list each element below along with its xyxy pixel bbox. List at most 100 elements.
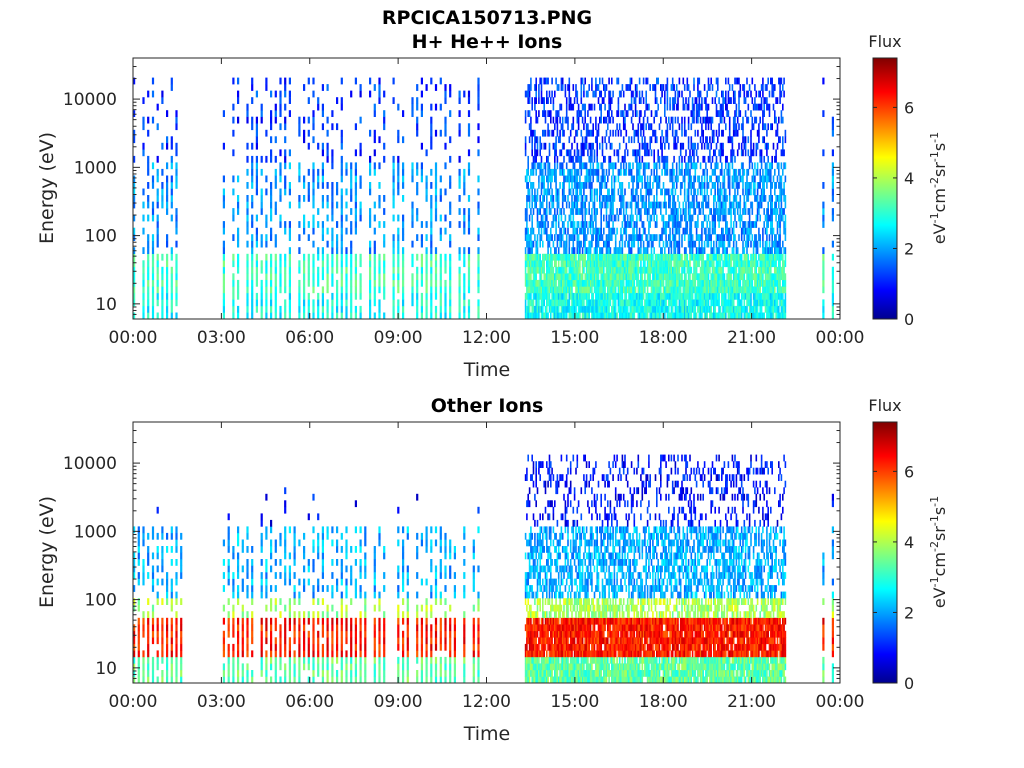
heatmap-cell (402, 175, 405, 183)
heatmap-cell (444, 266, 447, 274)
heatmap-cell (340, 279, 343, 287)
heatmap-cell (675, 182, 678, 189)
heatmap-cell (575, 286, 577, 294)
heatmap-cell (695, 253, 698, 261)
heatmap-cell (559, 168, 561, 176)
heatmap-cell (580, 110, 583, 117)
heatmap-cell (270, 234, 273, 241)
heatmap-cell (554, 175, 556, 183)
heatmap-cell (420, 234, 423, 241)
heatmap-cell (430, 260, 433, 268)
heatmap-cell (477, 299, 480, 307)
heatmap-cell (591, 188, 593, 196)
heatmap-cell (634, 195, 637, 202)
heatmap-cell (665, 168, 667, 176)
heatmap-cell (544, 253, 547, 261)
heatmap-cell (637, 292, 640, 300)
heatmap-cell (710, 312, 712, 319)
heatmap-cell (416, 299, 419, 307)
heatmap-cell (336, 305, 339, 313)
heatmap-cell (732, 168, 735, 176)
heatmap-cell (642, 142, 645, 150)
heatmap-cell (579, 279, 581, 287)
heatmap-cell (535, 110, 537, 117)
heatmap-cell (560, 292, 563, 300)
heatmap-cell (718, 208, 720, 215)
heatmap-cell (593, 168, 596, 176)
heatmap-cell (628, 299, 630, 307)
heatmap-cell (666, 312, 669, 319)
heatmap-cell (561, 266, 564, 274)
heatmap-cell (559, 103, 561, 111)
heatmap-cell (251, 253, 254, 261)
heatmap-cell (674, 227, 677, 235)
heatmap-cell (546, 312, 548, 319)
heatmap-cell (531, 103, 533, 111)
heatmap-cell (734, 90, 736, 98)
heatmap-cell (535, 240, 537, 248)
heatmap-cell (722, 149, 724, 157)
heatmap-cell (685, 201, 687, 209)
heatmap-cell (714, 312, 716, 319)
heatmap-cell (402, 168, 405, 176)
heatmap-cell (683, 195, 686, 202)
heatmap-cell (571, 123, 573, 131)
heatmap-cell (706, 260, 708, 268)
heatmap-cell (373, 227, 376, 235)
heatmap-cell (603, 84, 605, 91)
heatmap-cell (430, 299, 433, 307)
heatmap-cell (595, 253, 597, 261)
heatmap-cell (721, 110, 723, 117)
heatmap-cell (630, 90, 633, 98)
heatmap-cell (718, 214, 720, 222)
heatmap-cell (629, 247, 632, 254)
heatmap-cell (477, 305, 480, 313)
heatmap-cell (539, 253, 541, 261)
heatmap-cell (618, 142, 621, 150)
heatmap-cell (636, 188, 638, 196)
heatmap-cell (175, 273, 178, 281)
heatmap-cell (679, 142, 682, 150)
heatmap-cell (644, 182, 646, 189)
heatmap-cell (694, 240, 697, 248)
heatmap-cell (546, 266, 548, 274)
heatmap-cell (528, 292, 531, 300)
heatmap-cell (603, 195, 605, 202)
heatmap-cell (604, 155, 606, 163)
heatmap-cell (540, 273, 543, 281)
heatmap-cell (630, 77, 633, 85)
heatmap-cell (593, 214, 596, 222)
heatmap-cell (689, 214, 691, 222)
heatmap-cell (630, 279, 633, 287)
heatmap-cell (735, 247, 738, 254)
heatmap-cell (621, 292, 624, 300)
heatmap-cell (629, 299, 632, 307)
heatmap-cell (750, 227, 752, 235)
heatmap-cell (524, 253, 527, 261)
heatmap-cell (731, 182, 734, 189)
heatmap-cell (673, 292, 675, 300)
heatmap-cell (727, 299, 730, 307)
heatmap-cell (673, 221, 675, 228)
heatmap-cell (260, 240, 263, 248)
heatmap-cell (581, 279, 584, 287)
heatmap-cell (754, 312, 756, 319)
heatmap-cell (673, 214, 675, 222)
heatmap-cell (678, 273, 681, 281)
heatmap-cell (605, 240, 608, 248)
heatmap-cell (416, 273, 419, 281)
heatmap-cell (531, 142, 533, 150)
heatmap-cell (617, 103, 620, 111)
heatmap-cell (588, 175, 590, 183)
heatmap-cell (629, 279, 632, 287)
heatmap-cell (625, 168, 628, 176)
heatmap-cell (649, 253, 651, 261)
heatmap-cell (531, 253, 533, 261)
heatmap-cell (591, 240, 593, 248)
heatmap-cell (222, 175, 225, 183)
heatmap-cell (611, 305, 613, 313)
heatmap-cell (652, 312, 654, 319)
heatmap-cell (626, 273, 629, 281)
heatmap-cell (723, 299, 726, 307)
heatmap-cell (705, 292, 707, 300)
